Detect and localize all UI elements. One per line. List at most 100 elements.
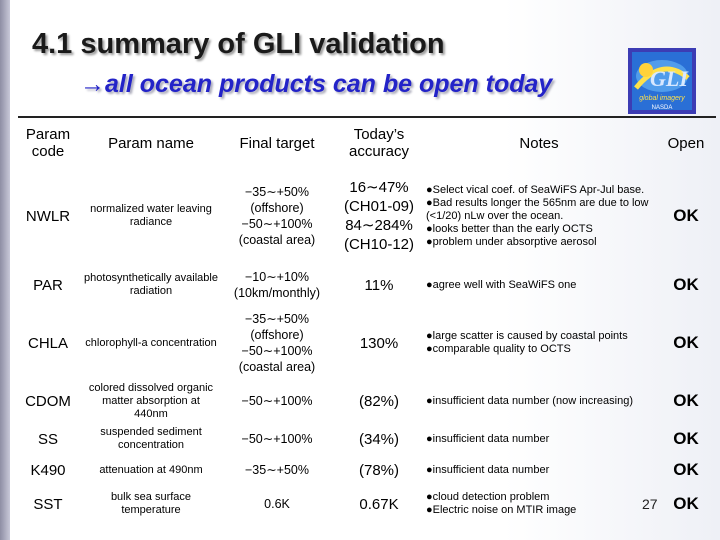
open-status-cell: OK: [673, 206, 699, 225]
accuracy-cell: 0.67K: [334, 486, 424, 522]
accuracy-line: 11%: [364, 276, 394, 294]
param-code-cell: SS: [37, 430, 58, 448]
target-line: −50∼+100%: [241, 394, 313, 408]
accuracy-line: (82%): [358, 392, 399, 410]
table-row: CDOM colored dissolved organic matter abs…: [14, 378, 718, 424]
table-row: SST bulk sea surface temperature 0.6K 0.67K…: [14, 486, 718, 522]
note-line: ●cloud detection problem: [426, 491, 550, 503]
param-code-cell: NWLR: [25, 207, 71, 225]
note-line: ●insufficient data number (now increasin…: [426, 394, 633, 407]
param-name-cell: chlorophyll-a concentration: [85, 336, 217, 349]
target-line: −50∼+100%: [241, 217, 313, 231]
accuracy-cell: 11%: [334, 262, 424, 308]
param-name-cell: colored dissolved organic matter absorpt…: [88, 381, 214, 420]
accuracy-cell: 130%: [334, 308, 424, 378]
open-status-cell: OK: [673, 391, 699, 410]
header-open: Open: [667, 134, 705, 152]
accuracy-cell: (82%): [334, 378, 424, 424]
final-target-cell: 0.6K: [220, 486, 334, 522]
target-line: (coastal area): [238, 360, 316, 374]
gli-logo: GLI global imagery NASDA: [628, 48, 696, 114]
open-status-cell: OK: [673, 333, 699, 352]
accuracy-cell: (78%): [334, 454, 424, 486]
target-line: −35∼+50%: [245, 463, 309, 477]
note-line: ●insufficient data number: [426, 463, 550, 476]
note-line: ●problem under absorptive aerosol: [426, 235, 597, 248]
table-row: CHLA chlorophyll-a concentration −35∼+50% (…: [14, 308, 718, 378]
validation-table: Param code Param name Final target Today…: [14, 116, 718, 522]
note-line: ●large scatter is caused by coastal poin…: [426, 330, 628, 342]
note-line: ●Bad results longer the 565nm are due to…: [426, 196, 649, 222]
param-code-cell: CDOM: [25, 392, 71, 410]
notes-cell: ●insufficient data number: [424, 424, 654, 454]
notes-cell: ●insufficient data number: [424, 454, 654, 486]
note-line: ●Electric noise on MTIR image: [426, 504, 577, 516]
arrow-icon: →: [80, 70, 105, 98]
notes-cell: ●insufficient data number (now increasin…: [424, 378, 654, 424]
target-line: −50∼+100%: [241, 432, 313, 446]
header-param-code: Param code: [25, 126, 71, 160]
accuracy-cell: (34%): [334, 424, 424, 454]
accuracy-line: 0.67K: [359, 495, 399, 513]
final-target-cell: −35∼+50% (offshore) −50∼+100% (coastal area…: [220, 170, 334, 262]
target-line: (10km/monthly): [233, 286, 321, 300]
target-line: 0.6K: [264, 497, 290, 511]
note-line: ●agree well with SeaWiFS one: [426, 278, 577, 291]
logo-small-text: NASDA: [652, 105, 673, 111]
table-top-rule: [18, 116, 716, 118]
header-notes: Notes: [519, 134, 559, 152]
accuracy-line: (CH10-12): [343, 236, 415, 253]
note-line: ●comparable quality to OCTS: [426, 343, 571, 355]
header-final-target: Final target: [239, 134, 315, 152]
param-name-cell: normalized water leaving radiance: [90, 203, 212, 228]
accuracy-line: (CH01-09): [343, 198, 415, 215]
open-status-cell: OK: [673, 494, 699, 513]
notes-cell: ●agree well with SeaWiFS one: [424, 262, 654, 308]
param-name-cell: attenuation at 490nm: [99, 463, 203, 476]
note-line: ●looks better than the early OCTS: [426, 222, 593, 235]
table-row: K490 attenuation at 490nm −35∼+50% (78%) ●in…: [14, 454, 718, 486]
table-row: NWLR normalized water leaving radiance −35…: [14, 170, 718, 262]
target-line: −35∼+50%: [245, 312, 309, 326]
param-code-cell: K490: [30, 461, 66, 479]
target-line: −35∼+50%: [245, 185, 309, 199]
slide-subtitle: →all ocean products can be open today: [80, 70, 552, 99]
target-line: (coastal area): [238, 233, 316, 247]
target-line: −10∼+10%: [245, 270, 309, 284]
header-param-name: Param name: [108, 134, 194, 152]
left-decorative-bar: [0, 0, 10, 540]
param-code-cell: PAR: [33, 276, 63, 294]
open-status-cell: OK: [673, 429, 699, 448]
note-line: ●Select vical coef. of SeaWiFS Apr-Jul b…: [426, 183, 645, 196]
header-row: Param code Param name Final target Today…: [14, 116, 718, 170]
notes-cell: ●cloud detection problem ●Electric noise …: [424, 486, 654, 522]
param-code-cell: SST: [33, 495, 63, 513]
subtitle-text: all ocean products can be open today: [105, 70, 553, 98]
accuracy-line: 130%: [359, 334, 399, 352]
notes-cell: ●large scatter is caused by coastal poin…: [424, 308, 654, 378]
table-row: PAR photosynthetically available radiatio…: [14, 262, 718, 308]
accuracy-line: (78%): [358, 461, 399, 479]
final-target-cell: −50∼+100%: [220, 424, 334, 454]
open-status-cell: OK: [673, 460, 699, 479]
final-target-cell: −50∼+100%: [220, 378, 334, 424]
final-target-cell: −35∼+50% (offshore) −50∼+100% (coastal area…: [220, 308, 334, 378]
logo-text: global imagery: [639, 95, 685, 102]
target-line: (offshore): [250, 201, 304, 215]
target-line: −50∼+100%: [241, 344, 313, 358]
param-name-cell: suspended sediment concentration: [100, 426, 202, 451]
param-name-cell: bulk sea surface temperature: [110, 491, 192, 516]
accuracy-line: 16∼47%: [349, 179, 409, 196]
open-status-cell: OK: [673, 275, 699, 294]
svg-text:GLI: GLI: [650, 66, 689, 91]
table-row: SS suspended sediment concentration −50∼+1…: [14, 424, 718, 454]
accuracy-line: 84∼284%: [345, 217, 413, 234]
page-number: 27: [642, 496, 658, 512]
final-target-cell: −10∼+10% (10km/monthly): [220, 262, 334, 308]
final-target-cell: −35∼+50%: [220, 454, 334, 486]
accuracy-line: (34%): [358, 430, 399, 448]
param-name-cell: photosynthetically available radiation: [84, 272, 218, 297]
slide-title: 4.1 summary of GLI validation: [32, 28, 445, 60]
param-code-cell: CHLA: [27, 334, 68, 352]
header-accuracy: Today’s accuracy: [348, 126, 410, 160]
